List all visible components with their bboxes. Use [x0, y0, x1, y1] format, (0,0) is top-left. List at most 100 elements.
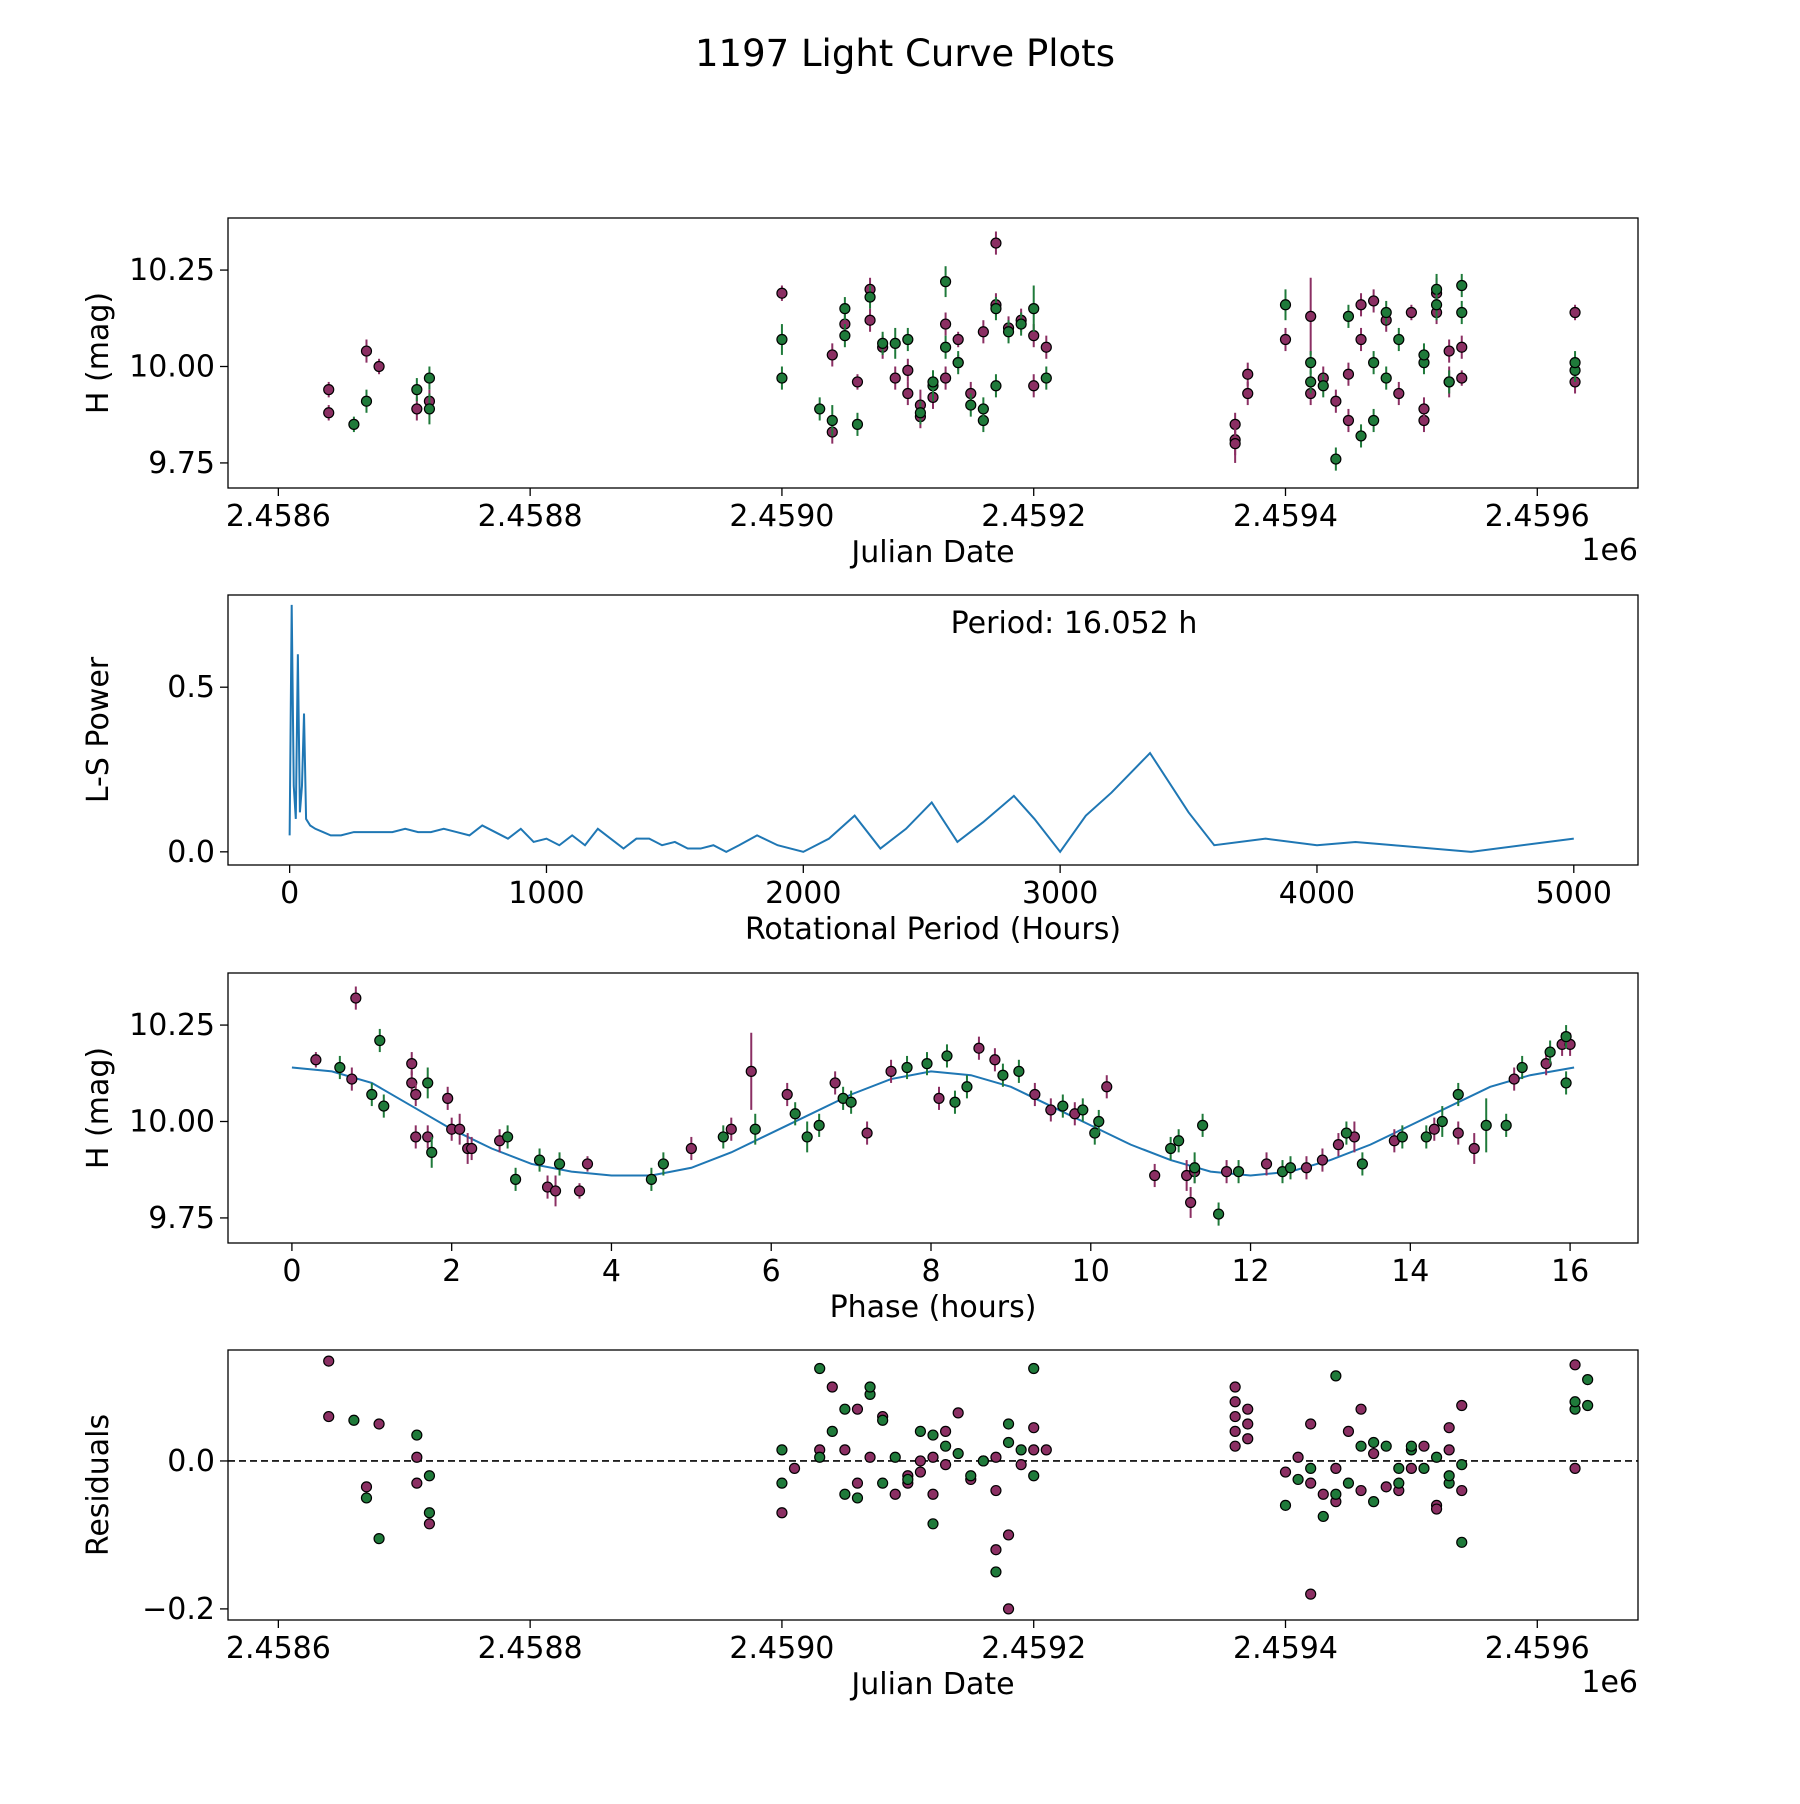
x-tick-label: 2.4594 — [1233, 499, 1338, 534]
data-point — [1428, 1123, 1440, 1135]
data-point — [1330, 1370, 1342, 1382]
data-point — [1015, 318, 1027, 330]
data-point — [1368, 1436, 1380, 1449]
data-point — [423, 403, 436, 415]
data-point — [776, 333, 788, 346]
data-point — [1569, 1396, 1581, 1408]
data-point — [1342, 414, 1355, 427]
data-point — [1569, 357, 1581, 369]
data-point — [889, 337, 901, 349]
data-point — [1242, 1403, 1254, 1415]
y-tick-label: 0.0 — [167, 1444, 215, 1479]
panels: 2.4586 2.4588 2.4590 2.4592 2.4594 2.4596 9.75… — [81, 217, 1639, 1702]
y-tick-label: 9.75 — [148, 446, 215, 481]
data-point — [965, 1470, 977, 1482]
data-point — [914, 1425, 927, 1437]
data-point — [645, 1173, 657, 1185]
data-point — [914, 1466, 927, 1478]
data-point — [411, 1477, 423, 1489]
data-point — [1405, 1440, 1417, 1452]
data-point — [360, 345, 373, 357]
data-point — [814, 403, 826, 415]
data-point — [1002, 326, 1015, 338]
data-point — [939, 1459, 952, 1471]
axes-frame — [227, 594, 1639, 866]
data-point — [990, 1451, 1002, 1463]
x-axis-label: Julian Date — [849, 1667, 1014, 1702]
data-point — [939, 1440, 952, 1452]
data-point — [422, 1077, 434, 1089]
data-point — [1456, 306, 1468, 319]
data-point — [1305, 376, 1317, 388]
data-point — [1368, 414, 1380, 427]
data-point — [1405, 306, 1417, 319]
data-point — [1393, 333, 1405, 346]
data-point — [965, 399, 977, 411]
data-point — [373, 1533, 385, 1545]
data-point — [1560, 1031, 1572, 1043]
data-point — [1229, 1410, 1241, 1423]
data-point — [885, 1065, 897, 1077]
data-point — [1028, 380, 1040, 392]
data-point — [826, 1425, 838, 1437]
data-point — [1229, 1425, 1241, 1437]
data-point — [1305, 1418, 1317, 1430]
data-point — [776, 1477, 788, 1489]
data-point — [581, 1158, 594, 1170]
data-point — [1300, 1162, 1313, 1174]
y-axis-label: H (mag) — [81, 292, 116, 414]
y-axis-label: L-S Power — [81, 656, 116, 803]
data-point — [781, 1088, 793, 1101]
data-point — [861, 1127, 873, 1139]
data-point — [939, 341, 952, 353]
data-point — [990, 1566, 1002, 1578]
data-point — [1330, 1488, 1342, 1500]
data-point — [423, 1470, 436, 1482]
data-point — [1443, 345, 1455, 357]
data-point — [973, 1042, 985, 1054]
data-point — [1045, 1104, 1057, 1116]
data-point — [1560, 1077, 1572, 1089]
y-tick-label: 9.75 — [148, 1201, 215, 1236]
x-tick-label: 2.4588 — [478, 1631, 583, 1666]
data-point — [1330, 1462, 1342, 1474]
period-annotation: Period: 16.052 h — [951, 606, 1198, 641]
data-point — [839, 303, 851, 315]
data-point — [423, 1518, 436, 1530]
data-point — [685, 1142, 697, 1155]
x-tick-label: 2.4590 — [729, 1631, 834, 1666]
data-point — [1330, 395, 1342, 407]
data-point — [1212, 1208, 1225, 1220]
data-point — [939, 1425, 952, 1437]
data-point — [745, 1065, 757, 1077]
data-point — [1316, 1154, 1329, 1166]
data-point — [1305, 1477, 1317, 1489]
data-point — [826, 414, 838, 427]
x-tick-label: 0 — [280, 876, 299, 911]
data-point — [1292, 1451, 1304, 1463]
data-point — [1393, 1477, 1405, 1489]
data-point — [1452, 1127, 1464, 1139]
data-point — [990, 380, 1002, 392]
data-point — [1077, 1104, 1089, 1116]
data-point — [851, 1492, 864, 1504]
data-point — [1342, 1477, 1355, 1489]
data-point — [839, 1488, 851, 1500]
y-tick-label: 10.25 — [129, 1008, 215, 1043]
x-tick-label: 16 — [1551, 1254, 1589, 1289]
data-point — [1332, 1139, 1345, 1151]
data-point — [889, 1451, 901, 1463]
data-point — [423, 1507, 436, 1519]
data-point — [1028, 1422, 1040, 1434]
data-point — [1569, 306, 1581, 319]
data-point — [350, 992, 362, 1004]
data-point — [927, 376, 939, 388]
data-point — [997, 1069, 1009, 1081]
data-point — [826, 1381, 838, 1393]
data-point — [509, 1173, 522, 1185]
data-point — [502, 1131, 514, 1143]
data-point — [423, 372, 436, 384]
data-point — [1015, 1459, 1027, 1471]
data-point — [1093, 1115, 1105, 1128]
